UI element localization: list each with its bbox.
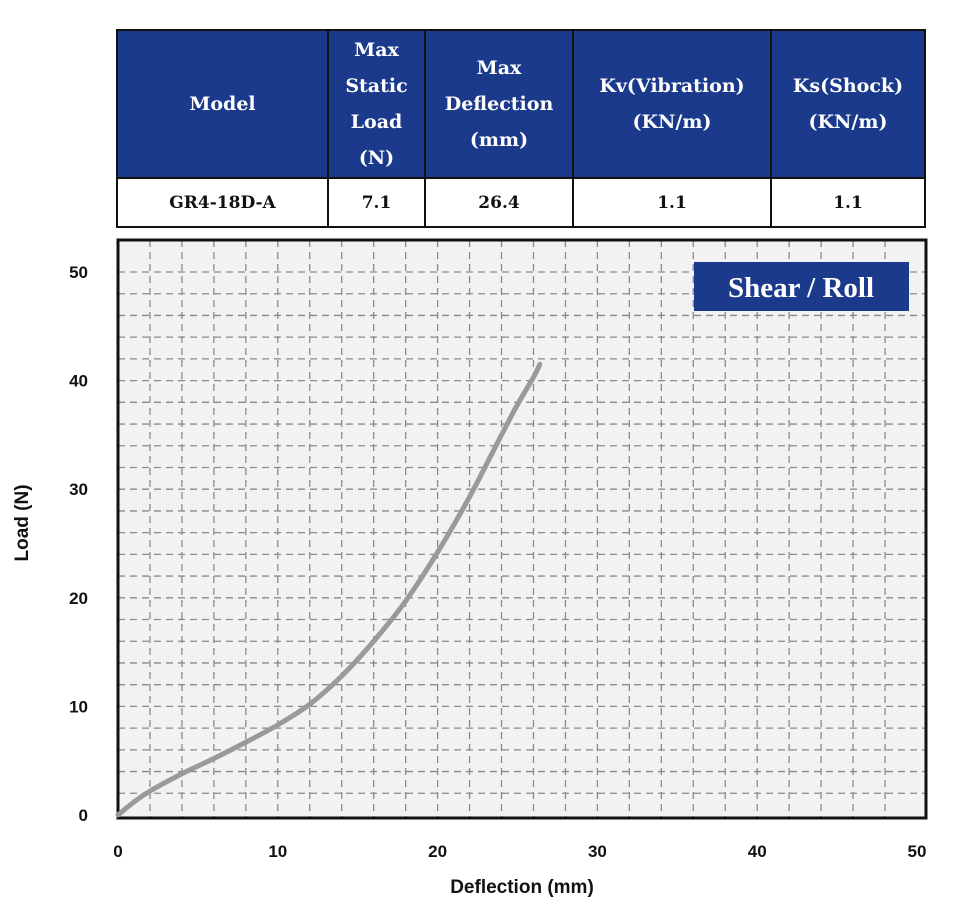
y-tick-label: 20: [69, 589, 88, 608]
x-axis-title: Deflection (mm): [450, 877, 594, 898]
header-kv-vibration: Kv(Vibration) (KN/m): [572, 29, 772, 179]
table-header-row: Model Max Static Load (N) Max Deflection…: [116, 29, 926, 179]
legend-badge: Shear / Roll: [694, 262, 909, 311]
grid: [118, 240, 926, 818]
x-tick-label: 30: [588, 842, 607, 861]
header-model: Model: [116, 29, 329, 179]
y-tick-labels: 0 10 20 30 40 50: [69, 263, 88, 825]
y-tick-label: 10: [69, 697, 88, 716]
plot-background: [118, 240, 926, 818]
cell-kv: 1.1: [572, 177, 772, 228]
badge-label: Shear / Roll: [728, 272, 874, 304]
x-tick-labels: 0 10 20 30 40 50: [113, 842, 926, 861]
cell-max-static-load: 7.1: [327, 177, 426, 228]
x-tick-label: 20: [428, 842, 447, 861]
cell-max-deflection: 26.4: [424, 177, 574, 228]
table-row: GR4-18D-A 7.1 26.4 1.1 1.1: [116, 177, 926, 228]
cell-ks: 1.1: [770, 177, 926, 228]
header-max-static-load: Max Static Load (N): [327, 29, 426, 179]
y-tick-label: 40: [69, 372, 88, 391]
x-tick-label: 50: [908, 842, 927, 861]
header-ks-shock: Ks(Shock) (KN/m): [770, 29, 926, 179]
series-curve: [115, 361, 543, 818]
x-tick-label: 0: [113, 842, 122, 861]
y-tick-label: 0: [79, 806, 88, 825]
plot-frame: [116, 238, 928, 820]
y-tick-label: 50: [69, 263, 88, 282]
y-axis-title: Load (N): [12, 484, 33, 561]
y-tick-label: 30: [69, 480, 88, 499]
x-tick-label: 40: [748, 842, 767, 861]
header-max-deflection: Max Deflection (mm): [424, 29, 574, 179]
load-deflection-chart: Shear / Roll 0 10 20 30 40 50 0 10 20 30 40 50 Def…: [12, 238, 928, 898]
badge-background: [694, 262, 909, 311]
spec-table: Model Max Static Load (N) Max Deflection…: [116, 29, 926, 228]
cell-model: GR4-18D-A: [116, 177, 329, 228]
x-tick-label: 10: [268, 842, 287, 861]
